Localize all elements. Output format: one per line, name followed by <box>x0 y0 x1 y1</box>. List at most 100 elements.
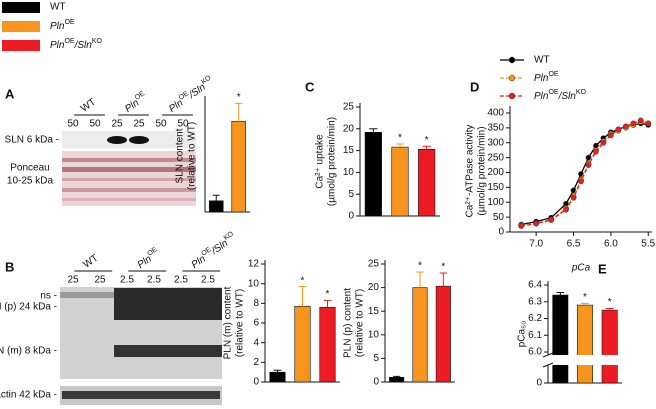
protein-amount: 2.5 <box>120 275 134 286</box>
y-tick-label: 4 <box>253 337 259 348</box>
legend-swatch <box>2 40 40 51</box>
y-axis-label: PLN (p) content <box>343 288 354 358</box>
y-axis-label: Ca²⁺ uptake <box>315 134 326 189</box>
error-bar <box>273 369 282 373</box>
error-bar <box>235 102 243 122</box>
panel-letter: D <box>470 79 479 94</box>
legend-swatch <box>2 21 40 32</box>
error-bar <box>581 302 589 306</box>
legend-label-part: OE <box>548 89 558 96</box>
y-tick-label: 6.0 <box>528 347 542 358</box>
bar <box>208 200 224 213</box>
bar <box>269 371 286 383</box>
lane-label: PlnOE <box>122 90 149 114</box>
error-bar <box>323 299 332 308</box>
series-point <box>533 220 540 227</box>
series-point <box>518 223 525 229</box>
significance-mark: * <box>418 261 422 272</box>
y-tick-label: 0 <box>348 211 354 222</box>
y-tick-label: 6.2 <box>528 313 542 324</box>
legend-label-part: OE <box>548 71 558 78</box>
y-axis-label: PLN (m) content <box>223 286 234 359</box>
series-point <box>622 123 629 130</box>
y-tick-label: 0 <box>536 378 542 389</box>
legend-label-part: Pln <box>534 91 549 102</box>
error-bar <box>556 292 565 296</box>
legend-swatch <box>2 2 40 13</box>
error-bar <box>439 272 447 287</box>
legend-label: PlnOE/SlnKO <box>50 38 102 50</box>
y-tick-label: 20 <box>343 123 355 134</box>
legend-label: WT <box>534 55 550 66</box>
blot-row-label: actin 42 kDa - <box>0 390 57 401</box>
blot-row-label: Ponceau <box>10 163 49 174</box>
protein-amount: 25 <box>67 275 79 286</box>
x-tick-label: 5.5 <box>641 239 655 250</box>
y-tick-label: 50 <box>493 212 505 223</box>
series-point <box>563 206 569 213</box>
y-tick-label: 25 <box>368 259 380 270</box>
y-tick-label: 15 <box>343 145 355 156</box>
legend-marker <box>508 56 516 64</box>
significance-mark: * <box>583 292 587 303</box>
y-tick-label: 10 <box>368 329 380 340</box>
protein-amount: 50 <box>155 119 167 130</box>
y-tick-label: 200 <box>487 167 504 178</box>
series-point <box>600 139 607 146</box>
legend-label: PlnOE <box>534 71 559 83</box>
series-line <box>521 119 649 227</box>
series-point <box>615 126 622 133</box>
blot-row-label: PLN (p) 24 kDa - <box>0 302 57 313</box>
legend-label-part: Pln <box>534 73 549 84</box>
legend-label-part: /Sln <box>558 91 577 102</box>
blot-row-label: 10-25 kDa <box>7 176 54 187</box>
y-tick-label: 0 <box>498 227 504 238</box>
lane-label-part: OE <box>201 246 214 258</box>
panel-letter: E <box>598 261 607 276</box>
protein-amount: 50 <box>89 119 101 130</box>
lane-label: PlnOE/SlnKO <box>166 74 216 114</box>
error-bar <box>298 286 307 307</box>
y-tick-label: 6.4 <box>528 280 542 291</box>
y-tick-label: 25 <box>343 102 355 113</box>
protein-amount: 25 <box>133 119 145 130</box>
bar <box>552 294 569 384</box>
y-tick-label: 6 <box>253 318 259 329</box>
error-bar <box>395 143 405 148</box>
legend-marker <box>508 92 516 100</box>
y-tick-label: 8 <box>253 298 259 309</box>
y-tick-label: 20 <box>368 282 380 293</box>
panel-letter: A <box>5 86 15 101</box>
series-point <box>578 178 584 185</box>
y-tick-label: 6.3 <box>528 296 542 307</box>
protein-amount: 2.5 <box>201 275 215 286</box>
x-tick-label: 7.0 <box>529 239 543 250</box>
y-tick-label: 100 <box>487 197 504 208</box>
lane-label-part: OE <box>147 246 160 258</box>
blot-row-label: SLN 6 kDa - <box>5 135 59 146</box>
protein-amount: 25 <box>94 275 106 286</box>
blot-row-label: ns - <box>40 291 57 302</box>
error-bar <box>422 145 431 150</box>
legend-marker <box>508 74 516 82</box>
protein-amount: 2.5 <box>147 275 161 286</box>
axis-break <box>542 355 624 365</box>
significance-mark: * <box>608 297 612 308</box>
y-tick-label: 0 <box>253 377 259 388</box>
legend-label: WT <box>50 2 66 13</box>
lane-label: WT <box>81 253 100 271</box>
error-bar <box>416 271 424 288</box>
error-bar <box>369 128 378 133</box>
lane-label: PlnOE/SlnKO <box>189 230 239 270</box>
lane-label-part: KO <box>200 74 213 86</box>
blot-b <box>60 287 222 405</box>
bar <box>389 376 405 383</box>
lane-label: PlnOE <box>135 246 162 270</box>
y-axis-label: Ca²⁺-ATPase activity <box>465 125 476 218</box>
x-axis-label: pCa <box>571 263 591 274</box>
legend-label-part: Pln <box>50 40 65 51</box>
series-point <box>585 162 592 168</box>
y-tick-label: 5 <box>373 353 379 364</box>
protein-amount: 50 <box>177 119 189 130</box>
bar <box>412 287 428 383</box>
